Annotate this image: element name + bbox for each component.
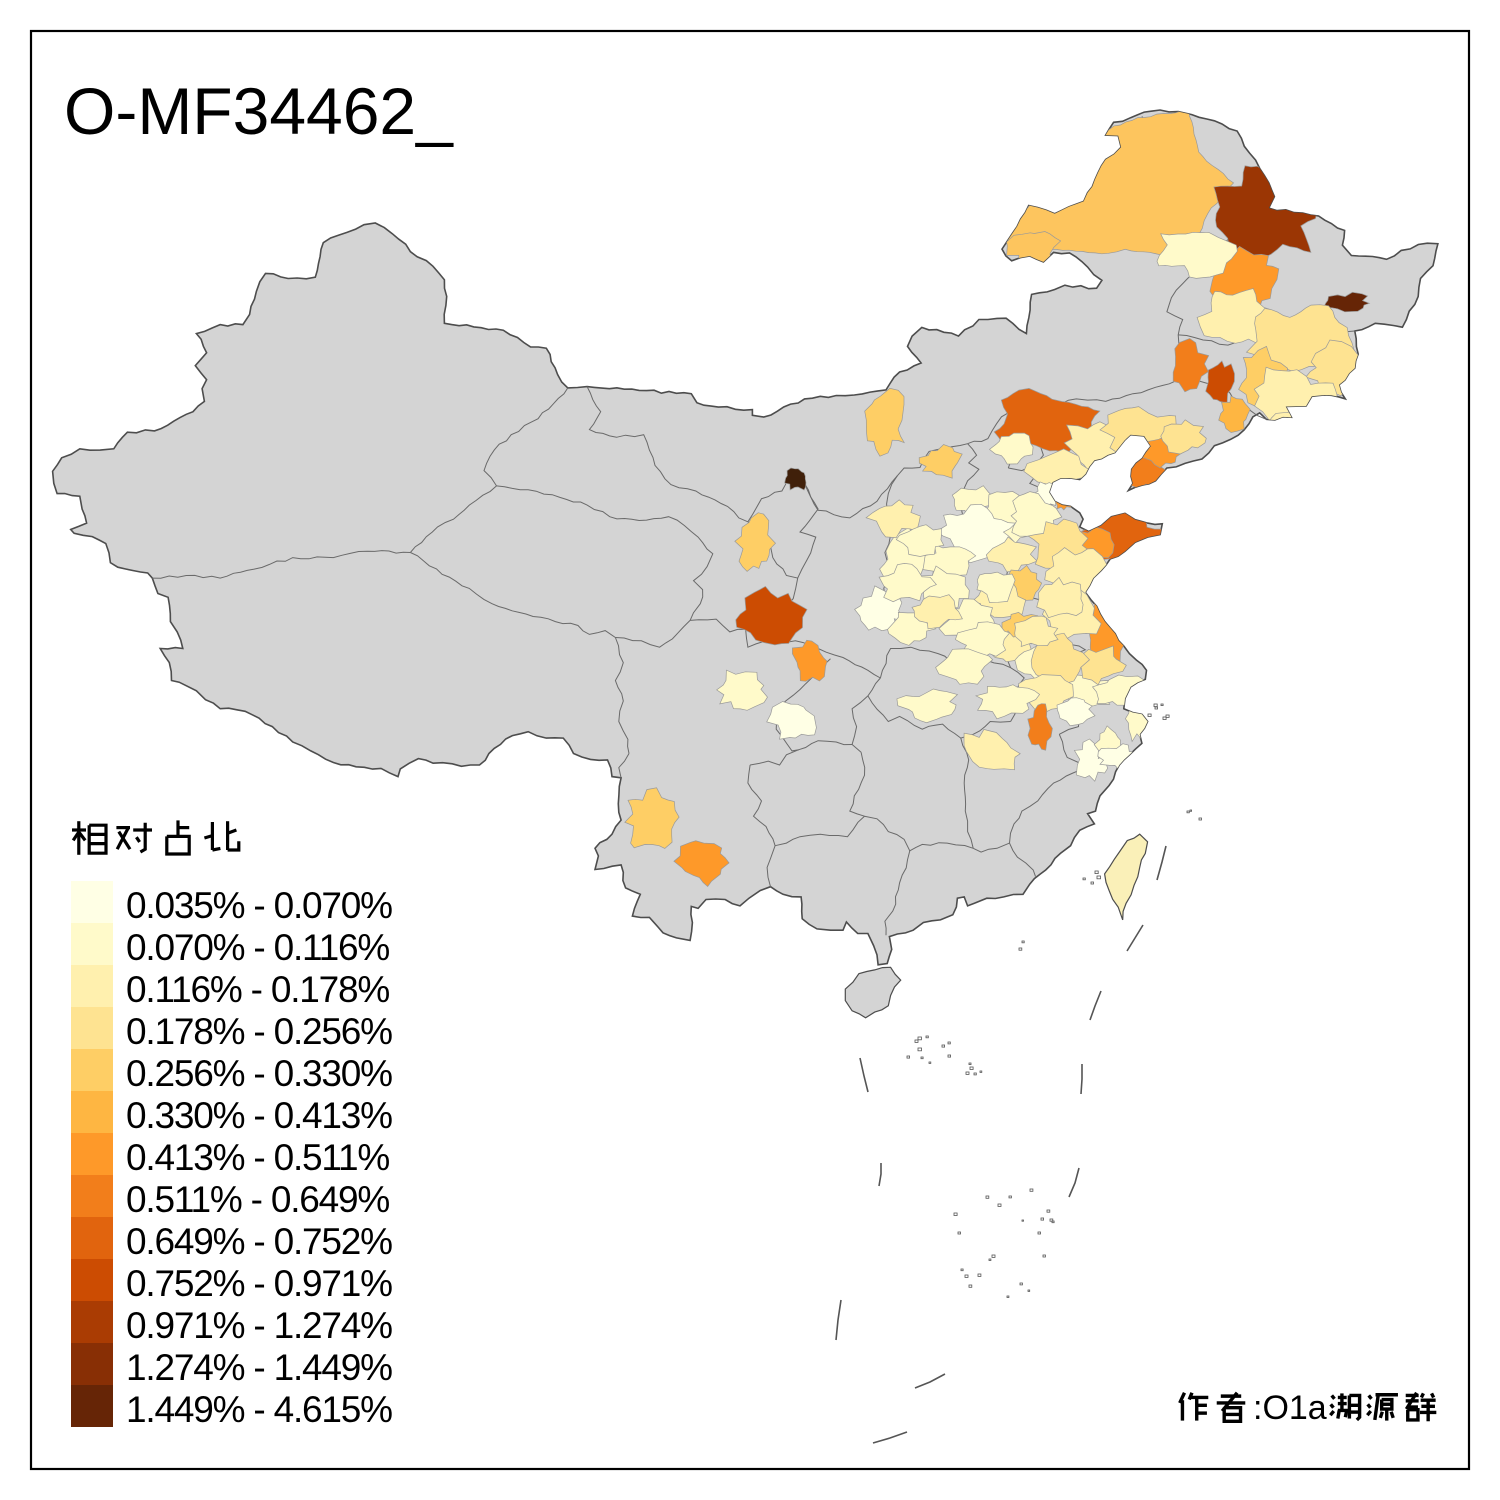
- svg-text:0.116% - 0.178%: 0.116% - 0.178%: [126, 969, 389, 1010]
- svg-text:0.035% - 0.070%: 0.035% - 0.070%: [126, 885, 392, 926]
- svg-text:0.511% - 0.649%: 0.511% - 0.649%: [126, 1179, 389, 1220]
- svg-text:1.449% - 4.615%: 1.449% - 4.615%: [126, 1389, 392, 1430]
- svg-text::O1a: :O1a: [1253, 1389, 1327, 1427]
- svg-text:0.178% - 0.256%: 0.178% - 0.256%: [126, 1011, 392, 1052]
- svg-text:1.274% - 1.449%: 1.274% - 1.449%: [126, 1347, 392, 1388]
- svg-text:0.330% - 0.413%: 0.330% - 0.413%: [126, 1095, 392, 1136]
- svg-text:0.413% - 0.511%: 0.413% - 0.511%: [126, 1137, 389, 1178]
- svg-text:0.256% - 0.330%: 0.256% - 0.330%: [126, 1053, 392, 1094]
- svg-text:0.971% - 1.274%: 0.971% - 1.274%: [126, 1305, 392, 1346]
- svg-text:0.649% - 0.752%: 0.649% - 0.752%: [126, 1221, 392, 1262]
- svg-text:0.070% - 0.116%: 0.070% - 0.116%: [126, 927, 389, 968]
- svg-text:0.752% - 0.971%: 0.752% - 0.971%: [126, 1263, 392, 1304]
- svg-text:O-MF34462_: O-MF34462_: [64, 74, 454, 148]
